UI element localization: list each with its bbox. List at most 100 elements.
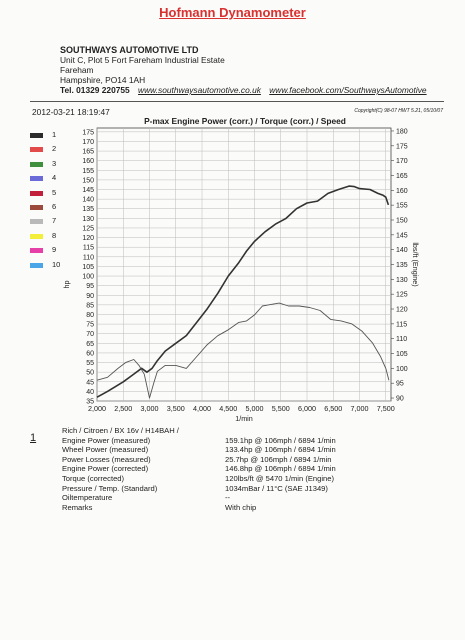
result-label: Remarks	[62, 502, 93, 512]
y2-axis-label: lbs/ft (Engine)	[411, 242, 420, 286]
x-tick-label: 2,000	[88, 404, 106, 413]
y-tick-label: 80	[86, 312, 94, 319]
y-tick-label: 175	[82, 129, 94, 136]
y2-tick-label: 150	[396, 217, 408, 224]
result-row: Wheel Power (measured) 133.4hp @ 106mph /…	[62, 445, 402, 455]
plot-frame	[96, 127, 392, 402]
x-tick-label: 6,000	[298, 404, 316, 413]
y-tick-label: 105	[82, 264, 94, 271]
y2-tick-label: 175	[396, 143, 408, 150]
y-tick-label: 75	[86, 322, 94, 329]
power-series-line	[96, 185, 390, 398]
legend-swatch	[30, 133, 43, 138]
y-tick-label: 160	[82, 158, 94, 165]
tel-label: Tel.	[60, 85, 74, 95]
y2-tick-label: 170	[396, 158, 408, 165]
y2-tick-label: 140	[396, 247, 408, 254]
y2-tick-label: 180	[396, 128, 408, 135]
y2-tick-label: 105	[396, 351, 408, 358]
y-tick-label: 60	[86, 350, 94, 357]
y-tick-label: 125	[82, 225, 94, 232]
y2-tick-label: 115	[396, 321, 407, 328]
legend-number: 2	[52, 144, 57, 154]
y-tick-label: 140	[82, 197, 94, 204]
y-tick-label: 90	[86, 293, 94, 300]
legend-number: 9	[52, 245, 57, 255]
legend-swatch	[30, 262, 43, 268]
y2-tick-label: 120	[396, 307, 408, 314]
facebook-link[interactable]: www.facebook.com/SouthwaysAutomotive	[269, 85, 427, 95]
y-tick-label: 115	[83, 245, 94, 252]
result-value: With chip	[225, 502, 257, 512]
x-tick-label: 7,000	[351, 404, 369, 413]
chart-title: P-max Engine Power (corr.) / Torque (cor…	[144, 116, 346, 126]
result-row: Power Losses (measured) 25.7hp @ 106mph /…	[62, 455, 402, 465]
result-value: 159.1hp @ 106mph / 6894 1/min	[225, 435, 336, 445]
run-number: 1	[30, 432, 37, 444]
y-tick-label: 85	[86, 302, 94, 309]
company-name: SOUTHWAYS AUTOMOTIVE LTD	[60, 45, 199, 55]
y-tick-label: 170	[82, 139, 94, 146]
legend-item: 2	[30, 144, 70, 154]
x-tick-label: 5,000	[246, 404, 264, 413]
y-tick-label: 95	[86, 283, 94, 290]
tel-number: 01329 220755	[76, 85, 130, 95]
y-axis-label: hp	[62, 281, 71, 289]
result-value: 133.4hp @ 106mph / 6894 1/min	[225, 445, 336, 455]
legend-item: 3	[30, 159, 70, 169]
y-tick-label: 35	[86, 399, 94, 406]
legend-swatch	[30, 205, 43, 210]
legend-number: 1	[52, 130, 57, 139]
legend-item: 1	[30, 130, 70, 140]
x-tick-label: 7,500	[377, 404, 395, 413]
y-tick-label: 150	[82, 177, 94, 184]
result-value: 25.7hp @ 106mph / 6894 1/min	[225, 454, 332, 464]
test-timestamp: 2012-03-21 18:19:47	[32, 107, 110, 117]
result-value: 120lbs/ft @ 5470 1/min (Engine)	[225, 473, 335, 483]
legend-swatch	[30, 161, 43, 167]
x-tick-label: 3,000	[141, 404, 159, 413]
result-label: Rich / Citroen / BX 16v / H14BAH /	[62, 426, 179, 435]
legend-item: 9	[30, 245, 70, 255]
legend-number: 5	[52, 187, 57, 197]
legend-swatch	[30, 176, 43, 182]
y2-tick-label: 100	[396, 366, 408, 373]
result-label: Oiltemperature	[62, 493, 113, 503]
y-tick-label: 135	[82, 206, 94, 213]
y2-tick-label: 155	[396, 203, 408, 210]
y-tick-label: 50	[86, 370, 94, 377]
y-tick-label: 155	[82, 168, 94, 175]
y2-tick-label: 135	[396, 262, 408, 269]
x-tick-label: 3,500	[167, 404, 185, 413]
y2-tick-label: 95	[396, 381, 404, 388]
result-label: Torque (corrected)	[62, 473, 125, 483]
y-tick-label: 100	[82, 274, 94, 281]
address-line-3: Hampshire, PO14 1AH	[60, 75, 146, 85]
y-tick-label: 45	[86, 379, 94, 386]
legend-item: 10	[30, 260, 70, 270]
legend-item: 6	[30, 202, 70, 212]
x-tick-label: 2,500	[114, 404, 132, 413]
result-row: Oiltemperature --	[62, 493, 402, 503]
website-link[interactable]: www.southwaysautomotive.co.uk	[138, 85, 261, 95]
y2-tick-label: 90	[396, 396, 404, 403]
legend-item: 4	[30, 173, 70, 183]
y-tick-label: 165	[82, 149, 94, 156]
legend-swatch	[30, 219, 43, 225]
legend-item: 5	[30, 188, 70, 198]
result-row: Engine Power (measured) 159.1hp @ 106mph …	[62, 436, 402, 446]
company-info: SOUTHWAYS AUTOMOTIVE LTD Unit C, Plot 5 …	[60, 45, 427, 95]
y-tick-label: 70	[86, 331, 94, 338]
x-tick-label: 5,500	[272, 404, 290, 413]
legend-swatch	[30, 233, 43, 239]
x-tick-label: 4,500	[219, 404, 237, 413]
result-row: Rich / Citroen / BX 16v / H14BAH /	[62, 426, 402, 436]
contact-line: Tel. 01329 220755 www.southwaysautomotiv…	[60, 85, 427, 95]
y-tick-label: 120	[82, 235, 94, 242]
result-label: Wheel Power (measured)	[62, 445, 149, 455]
y2-tick-label: 160	[396, 188, 408, 195]
legend-number: 6	[52, 202, 57, 211]
x-tick-label: 6,500	[324, 404, 342, 413]
result-value: 1034mBar / 11°C (SAE J1349)	[225, 483, 328, 493]
